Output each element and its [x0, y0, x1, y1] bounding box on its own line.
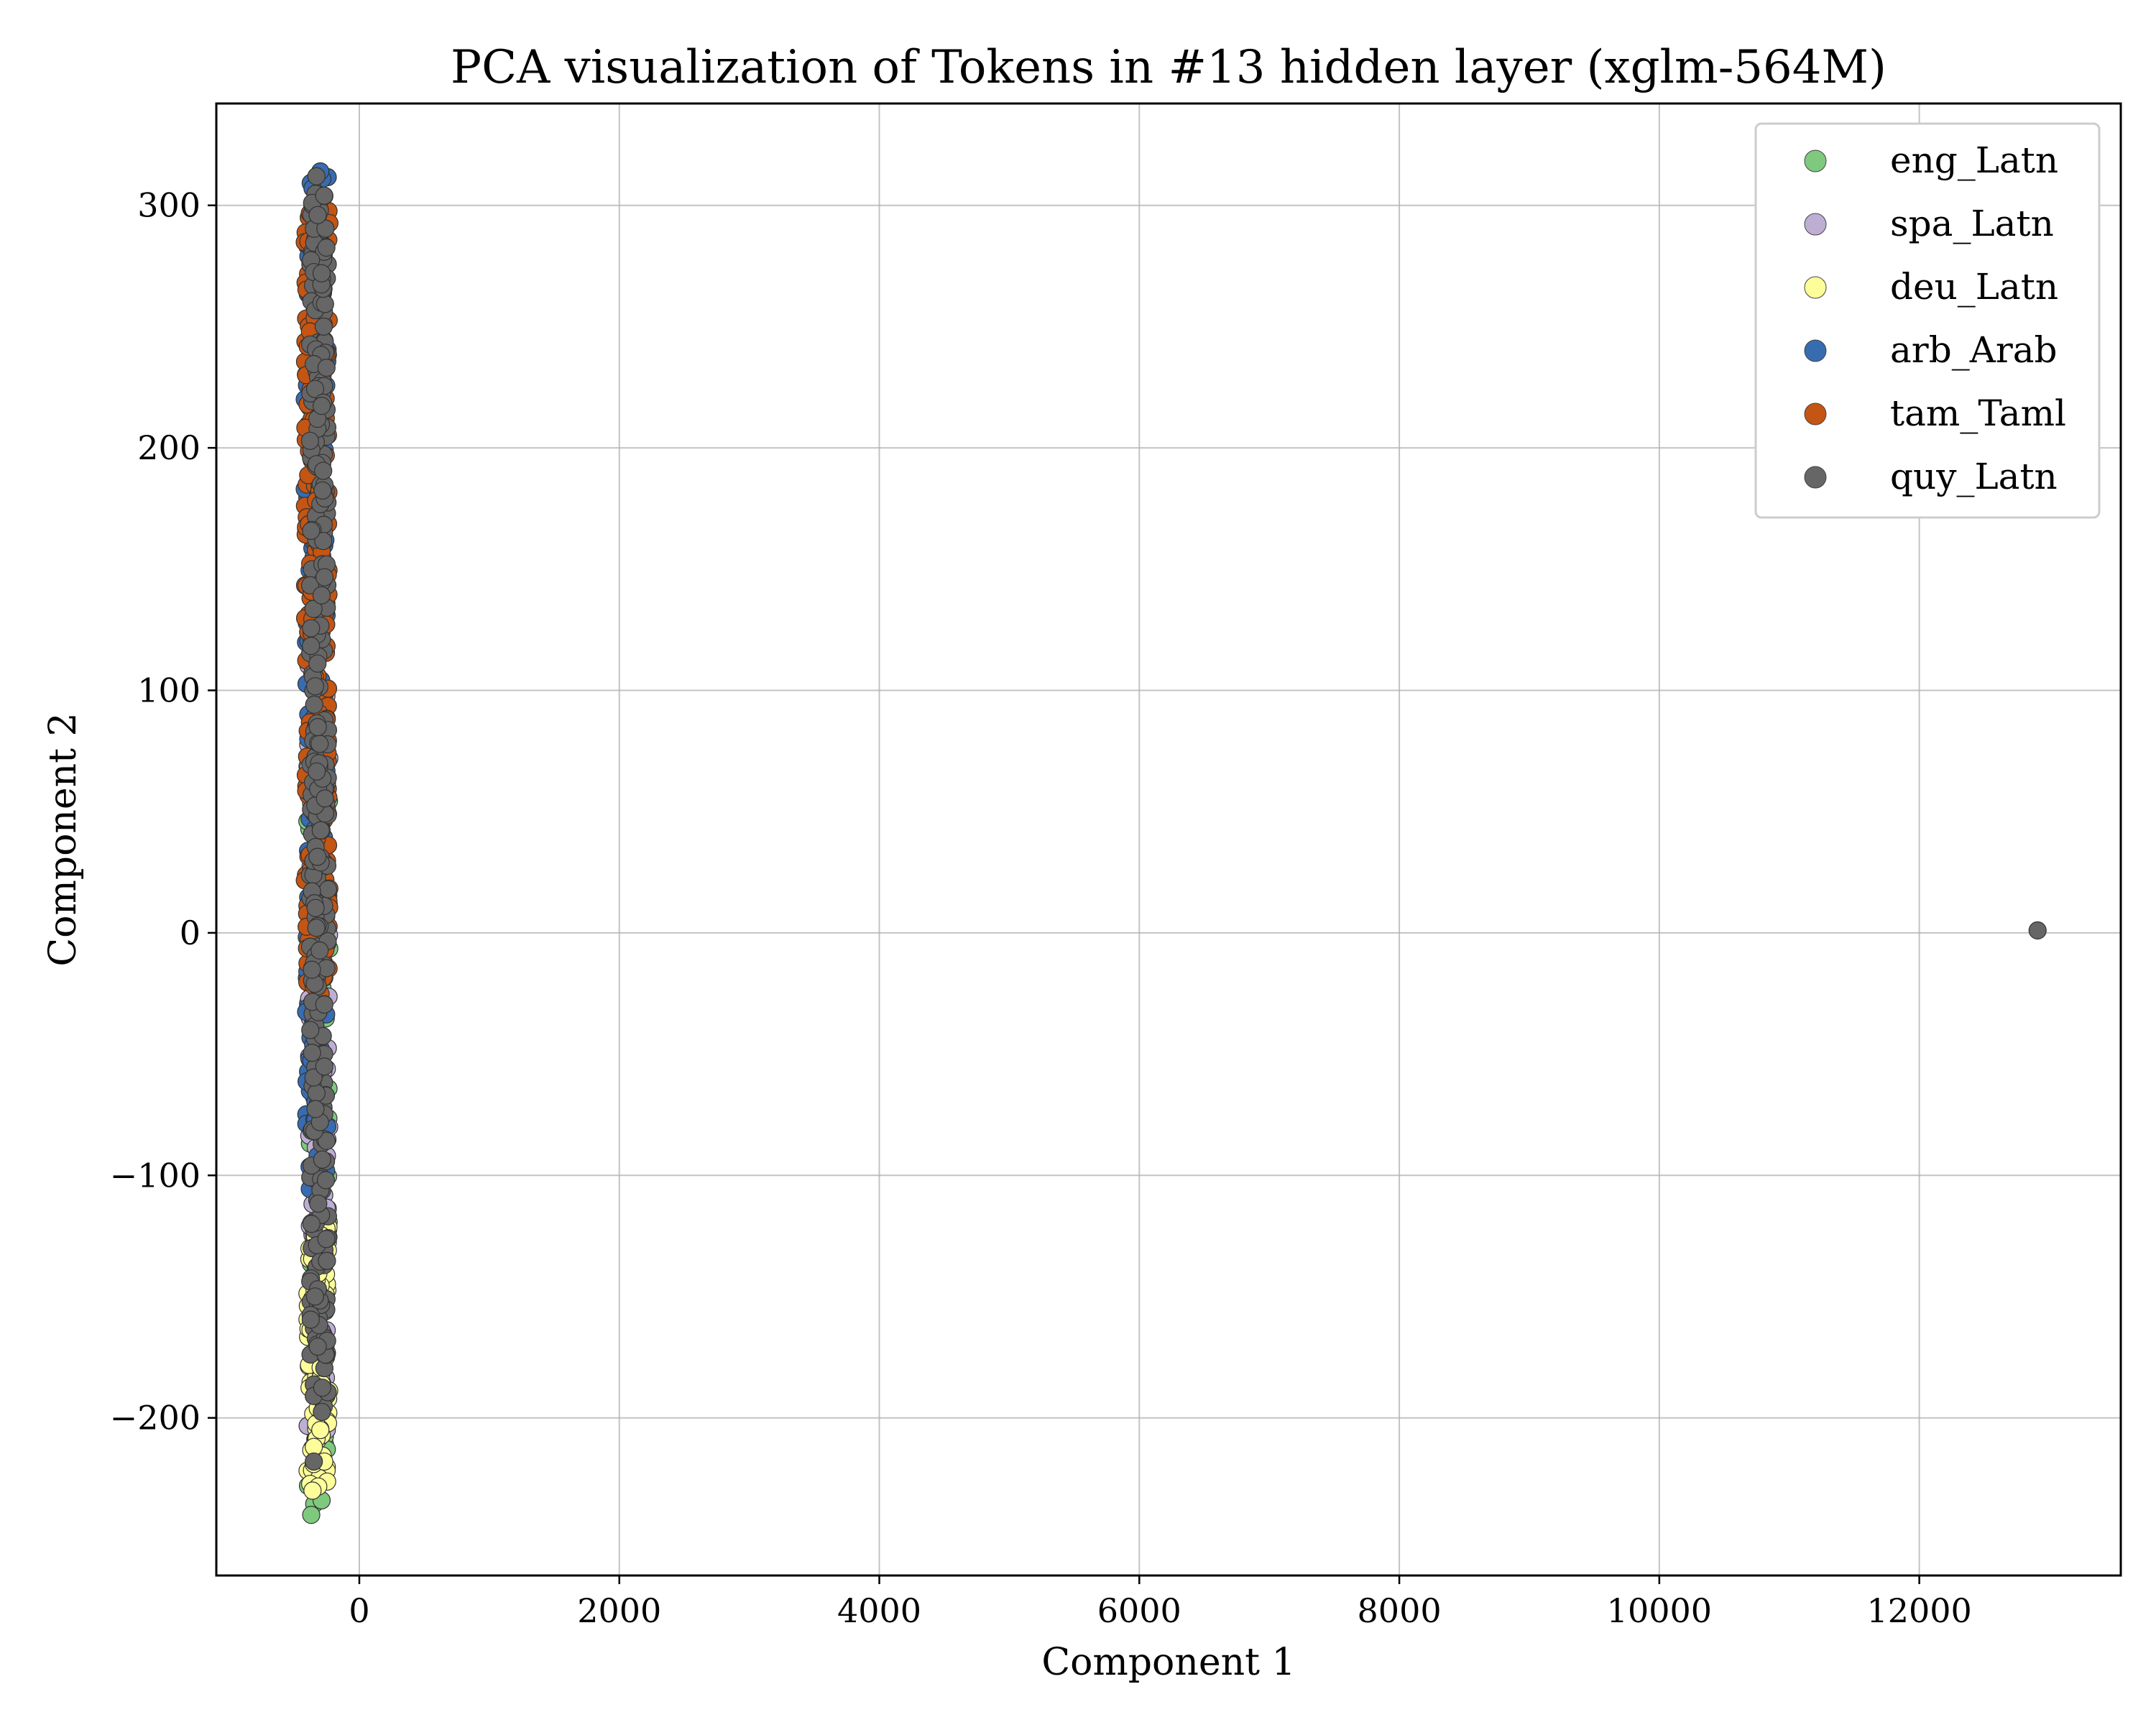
y-tick-label: 0 — [180, 914, 201, 952]
x-tick-label: 12000 — [1866, 1591, 1971, 1630]
scatter-point-quy_Latn — [315, 789, 334, 808]
scatter-point-quy_Latn — [305, 1452, 323, 1471]
grid-lines — [216, 104, 2121, 1576]
scatter-point-quy_Latn — [304, 1068, 323, 1087]
legend-label-spa_Latn: spa_Latn — [1890, 203, 2054, 244]
scatter-point-quy_Latn — [317, 1230, 336, 1248]
y-tick-label: 200 — [137, 428, 201, 467]
legend-marker-deu_Latn — [1804, 276, 1827, 299]
scatter-point-quy_Latn — [318, 1251, 336, 1270]
legend-label-eng_Latn: eng_Latn — [1890, 139, 2058, 181]
x-tick-label: 4000 — [837, 1591, 921, 1630]
scatter-point-quy_Latn — [313, 1150, 331, 1169]
scatter-point-quy_Latn — [302, 619, 321, 638]
scatter-point-quy_Latn — [313, 1402, 331, 1422]
scatter-point-quy_Latn — [304, 599, 323, 618]
scatter-point-quy_Latn — [314, 317, 333, 336]
scatter-points — [295, 162, 2047, 1524]
scatter-point-eng_Latn — [302, 1506, 321, 1524]
scatter-point-quy_Latn — [314, 532, 333, 551]
scatter-point-quy_Latn — [306, 1100, 325, 1118]
scatter-point-quy_Latn — [309, 1194, 328, 1213]
scatter-point-quy_Latn — [308, 206, 327, 224]
x-tick-label: 8000 — [1358, 1591, 1442, 1630]
scatter-point-quy_Latn — [316, 1171, 336, 1190]
scatter-point-quy_Latn — [307, 1084, 326, 1103]
legend-box — [1754, 122, 2101, 519]
scatter-point-quy_Latn — [317, 358, 336, 377]
scatter-point-quy_Latn — [302, 637, 321, 656]
scatter-point-quy_Latn — [310, 735, 329, 753]
plot-frame — [215, 102, 2122, 1577]
legend-marker-quy_Latn — [1804, 466, 1827, 489]
scatter-point-quy_Latn — [2028, 921, 2047, 940]
scatter-point-quy_Latn — [314, 461, 333, 480]
scatter-point-quy_Latn — [300, 576, 320, 594]
y-tick-label: −200 — [110, 1399, 201, 1438]
scatter-point-quy_Latn — [301, 1021, 320, 1039]
x-tick-label: 10000 — [1607, 1591, 1712, 1630]
scatter-point-quy_Latn — [313, 1379, 331, 1397]
scatter-point-quy_Latn — [307, 919, 326, 937]
legend-marker-spa_Latn — [1804, 213, 1827, 236]
scatter-point-quy_Latn — [310, 941, 329, 960]
scatter-point-deu_Latn — [303, 1481, 322, 1500]
scatter-point-quy_Latn — [316, 219, 335, 238]
legend-marker-arb_Arab — [1804, 339, 1827, 362]
x-axis-label: Component 1 — [1041, 1641, 1295, 1684]
scatter-point-quy_Latn — [305, 695, 323, 714]
x-tick-label: 2000 — [577, 1591, 661, 1630]
scatter-point-quy_Latn — [315, 1057, 333, 1076]
axis-ticks: 0 2000 4000 6000 8000 10000 12000 −200 −100 0 100 2… — [110, 186, 1972, 1630]
scatter-point-quy_Latn — [317, 1131, 336, 1151]
legend-label-deu_Latn: deu_Latn — [1890, 266, 2058, 308]
scatter-point-quy_Latn — [305, 677, 325, 696]
legend-label-arb_Arab: arb_Arab — [1890, 329, 2058, 371]
scatter-point-quy_Latn — [308, 847, 327, 866]
scatter-point-quy_Latn — [303, 1044, 321, 1062]
scatter-point-quy_Latn — [308, 762, 326, 781]
scatter-point-quy_Latn — [312, 397, 331, 415]
scatter-point-quy_Latn — [307, 167, 326, 185]
x-tick-label: 6000 — [1097, 1591, 1181, 1630]
scatter-point-quy_Latn — [302, 1215, 321, 1233]
scatter-point-quy_Latn — [313, 481, 332, 500]
scatter-point-deu_Latn — [311, 1420, 330, 1440]
scatter-point-quy_Latn — [303, 960, 321, 979]
scatter-point-quy_Latn — [311, 821, 330, 840]
scatter-point-quy_Latn — [312, 264, 331, 282]
scatter-point-quy_Latn — [306, 898, 325, 917]
scatter-point-quy_Latn — [301, 1310, 320, 1329]
y-tick-label: 300 — [137, 186, 201, 225]
scatter-point-quy_Latn — [318, 880, 338, 898]
x-tick-label: 0 — [349, 1591, 369, 1630]
scatter-point-quy_Latn — [315, 995, 333, 1014]
scatter-point-quy_Latn — [317, 238, 336, 257]
y-tick-label: 100 — [137, 671, 201, 710]
scatter-point-quy_Latn — [312, 586, 331, 604]
scatter-point-quy_Latn — [308, 1337, 327, 1356]
legend-marker-tam_Taml — [1804, 402, 1827, 426]
legend-marker-eng_Latn — [1804, 150, 1827, 172]
scatter-point-quy_Latn — [308, 718, 327, 737]
scatter-point-quy_Latn — [315, 568, 334, 586]
scatter-point-quy_Latn — [305, 1287, 324, 1306]
scatter-point-quy_Latn — [315, 295, 334, 313]
legend-label-quy_Latn: quy_Latn — [1890, 456, 2058, 497]
y-tick-label: −100 — [110, 1156, 201, 1195]
scatter-point-quy_Latn — [302, 521, 321, 540]
scatter-point-quy_Latn — [315, 186, 333, 205]
legend-label-tam_Taml: tam_Taml — [1890, 392, 2066, 434]
chart-title: PCA visualization of Tokens in #13 hidde… — [451, 41, 1886, 94]
scatter-point-quy_Latn — [300, 431, 319, 450]
legend: eng_Latn spa_Latn deu_Latn arb_Arab tam_Taml… — [1754, 122, 2101, 519]
scatter-point-quy_Latn — [305, 380, 325, 398]
scatter-point-quy_Latn — [308, 654, 327, 673]
y-axis-label: Component 2 — [42, 712, 85, 966]
